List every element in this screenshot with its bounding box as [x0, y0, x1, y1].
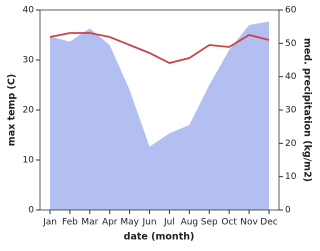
y-tick-label: 30: [23, 56, 35, 66]
y2-axis-label: med. precipitation (kg/m2): [302, 38, 313, 182]
y2-tick-label: 10: [285, 172, 297, 182]
temp-line: [49, 32, 270, 64]
x-tick-label: May: [120, 218, 139, 228]
y-tick-label: 0: [28, 206, 34, 216]
y-tick-label: 10: [23, 156, 35, 166]
y2-tick-label: 40: [285, 72, 297, 82]
x-tick-label: Aug: [181, 218, 199, 228]
x-tick-label: Feb: [62, 218, 78, 228]
x-tick-label: Oct: [221, 218, 237, 228]
y2-tick-label: 0: [285, 206, 291, 216]
x-tick-label: Jan: [42, 218, 57, 228]
chart: date (month) max temp (C) med. precipita…: [7, 6, 313, 243]
y-tick-label: 20: [23, 106, 35, 116]
x-tick-label: Jun: [142, 218, 157, 228]
y2-tick-label: 30: [285, 106, 297, 116]
x-tick-label: Dec: [260, 218, 277, 228]
y-tick-label: 40: [23, 6, 35, 16]
x-tick-label: Nov: [240, 218, 258, 228]
y-axis-label: max temp (C): [7, 74, 18, 146]
x-tick-label: Mar: [81, 218, 98, 228]
x-tick-label: Apr: [102, 218, 118, 228]
x-tick-label: Sep: [201, 218, 218, 228]
x-axis-label: date (month): [124, 232, 195, 243]
precipitation-area: [50, 21, 269, 210]
y2-tick-label: 60: [285, 6, 297, 16]
y2-tick-label: 50: [285, 39, 297, 49]
x-tick-label: Jul: [163, 218, 175, 228]
y2-tick-label: 20: [285, 139, 297, 149]
